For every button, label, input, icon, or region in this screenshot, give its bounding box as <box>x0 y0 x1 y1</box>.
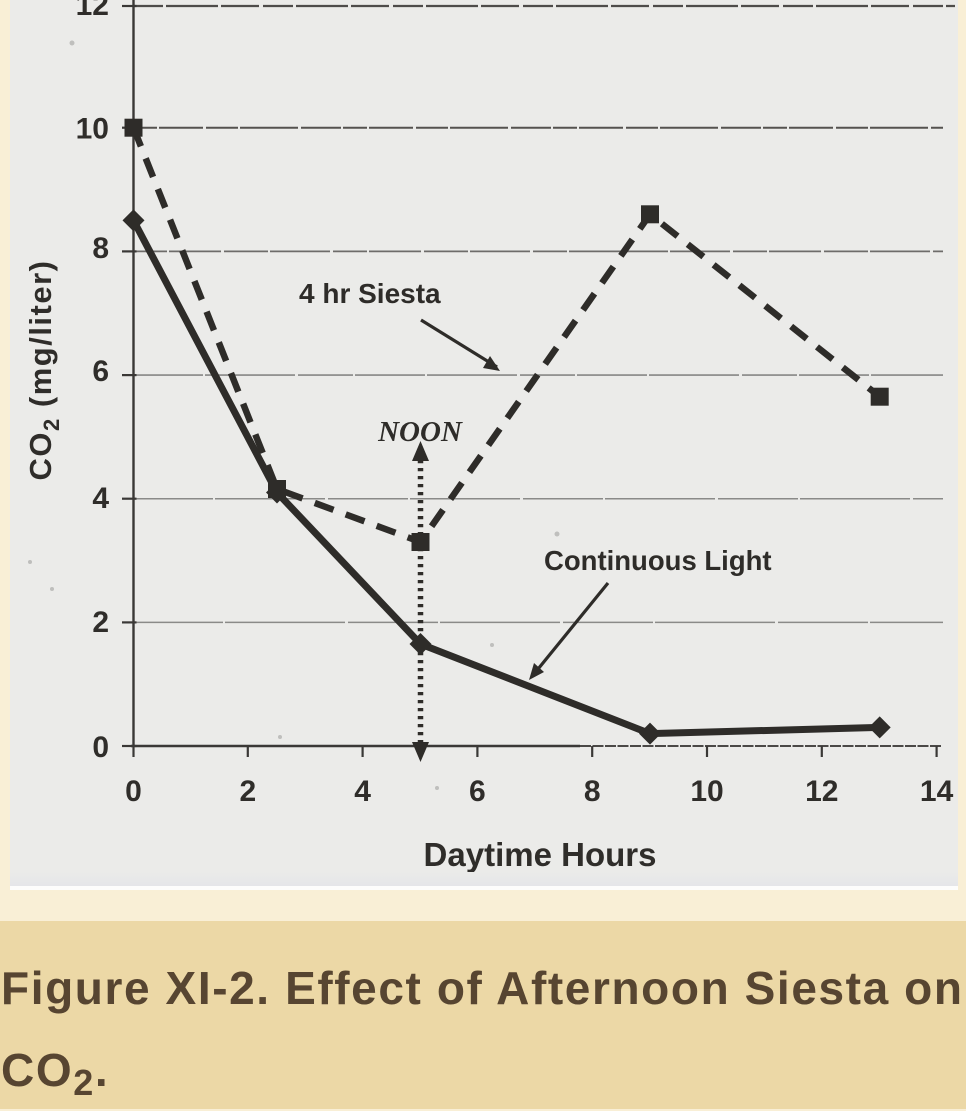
svg-text:NOON: NOON <box>377 416 463 448</box>
svg-text:4: 4 <box>354 775 371 808</box>
svg-text:14: 14 <box>920 775 954 808</box>
svg-text:4 hr Siesta: 4 hr Siesta <box>299 278 441 309</box>
svg-text:12: 12 <box>76 0 109 22</box>
svg-text:6: 6 <box>469 775 486 808</box>
svg-text:8: 8 <box>92 232 109 265</box>
svg-text:6: 6 <box>92 355 109 388</box>
svg-text:12: 12 <box>805 775 838 808</box>
svg-text:CO2 (mg/liter): CO2 (mg/liter) <box>23 260 64 481</box>
svg-text:10: 10 <box>76 113 109 146</box>
svg-text:4: 4 <box>92 482 109 515</box>
svg-text:10: 10 <box>690 775 723 808</box>
svg-text:Daytime Hours: Daytime Hours <box>424 836 657 873</box>
svg-text:0: 0 <box>92 731 109 764</box>
svg-text:0: 0 <box>125 775 142 808</box>
svg-text:2: 2 <box>92 606 109 639</box>
svg-text:Continuous Light: Continuous Light <box>544 545 772 576</box>
svg-text:8: 8 <box>584 775 601 808</box>
svg-text:2: 2 <box>239 775 256 808</box>
